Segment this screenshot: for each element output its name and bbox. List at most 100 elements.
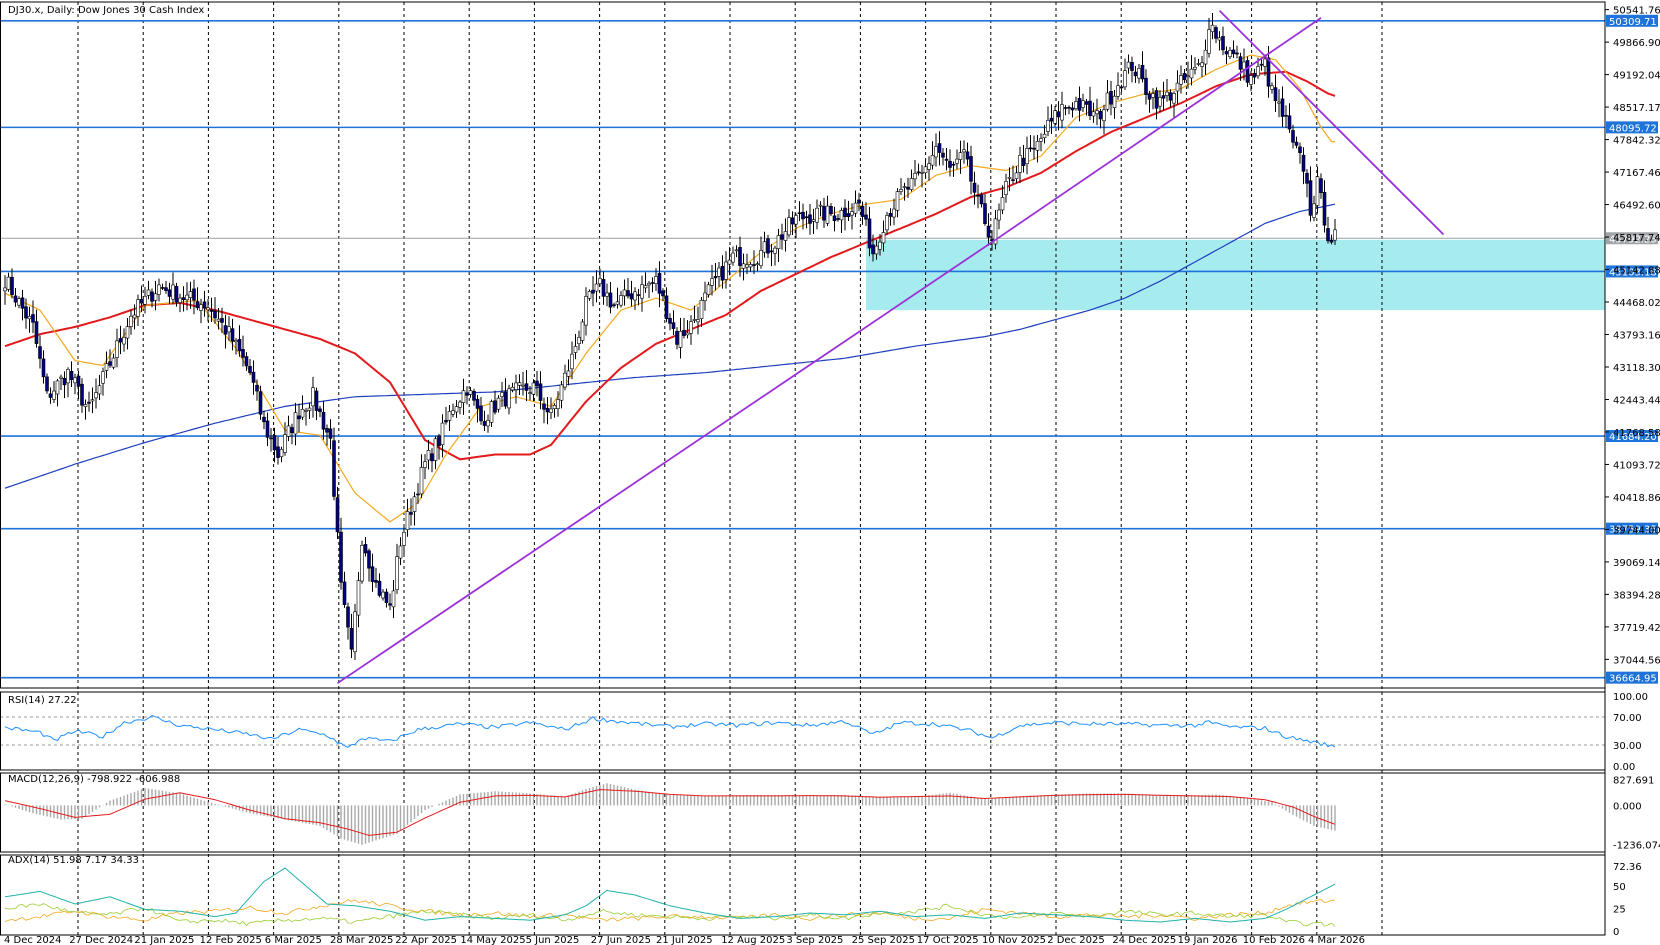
candle-body bbox=[783, 231, 788, 241]
candle-body bbox=[276, 446, 280, 458]
candle-body bbox=[724, 261, 728, 280]
candle-body bbox=[1165, 91, 1169, 96]
candle-body bbox=[930, 155, 935, 166]
y-tick-label: 45142.88 bbox=[1613, 266, 1660, 277]
candle-body bbox=[416, 493, 420, 496]
rsi-tick-label: 100.00 bbox=[1613, 692, 1648, 703]
candle-body bbox=[776, 235, 781, 249]
candle-body bbox=[482, 421, 487, 426]
rsi-tick-label: 70.00 bbox=[1613, 713, 1642, 724]
price-level-tag bbox=[1606, 265, 1658, 278]
candle-body bbox=[937, 143, 942, 153]
candle-body bbox=[370, 566, 375, 582]
candle-body bbox=[535, 380, 539, 387]
candle-body bbox=[580, 321, 585, 341]
candle-body bbox=[10, 277, 14, 295]
adx-tick-label: 25 bbox=[1613, 905, 1626, 916]
candle-body bbox=[906, 186, 910, 190]
candle-body bbox=[542, 403, 546, 410]
candle-body bbox=[867, 218, 872, 249]
candle-body bbox=[409, 512, 413, 515]
candle-body bbox=[255, 384, 259, 392]
candle-body bbox=[1144, 77, 1148, 95]
candle-body bbox=[209, 309, 214, 312]
candle-body bbox=[1102, 109, 1106, 122]
candle-body bbox=[895, 191, 900, 211]
candle-body bbox=[1175, 82, 1180, 92]
candle-body bbox=[1242, 61, 1246, 70]
candle-body bbox=[545, 407, 550, 413]
candle-body bbox=[13, 295, 18, 303]
macd-tick-label: 0.000 bbox=[1613, 801, 1642, 812]
adx-minus-line bbox=[4, 898, 1336, 923]
candle-body bbox=[1074, 101, 1078, 109]
candle-body bbox=[94, 392, 98, 399]
candle-body bbox=[69, 371, 74, 380]
candle-body bbox=[1179, 75, 1183, 85]
candle-body bbox=[902, 186, 907, 188]
candle-body bbox=[346, 606, 350, 628]
candle-body bbox=[892, 208, 896, 218]
candle-body bbox=[489, 401, 494, 423]
candle-body bbox=[402, 531, 406, 546]
candle-body bbox=[923, 166, 928, 174]
price-level-tag bbox=[1606, 121, 1658, 134]
candle-body bbox=[1046, 120, 1050, 132]
candle-body bbox=[269, 437, 273, 440]
candle-body bbox=[157, 284, 161, 295]
candle-body bbox=[1221, 36, 1225, 51]
candle-body bbox=[248, 366, 252, 373]
candle-body bbox=[244, 356, 249, 367]
candle-body bbox=[601, 279, 606, 297]
candle-body bbox=[216, 318, 221, 322]
candle-body bbox=[423, 461, 427, 468]
candle-body bbox=[384, 591, 389, 604]
candle-body bbox=[804, 216, 809, 219]
candle-body bbox=[286, 425, 291, 437]
candle-body bbox=[388, 603, 392, 606]
candle-body bbox=[377, 580, 382, 596]
candle-body bbox=[752, 264, 756, 266]
panel-frame bbox=[0, 772, 1606, 853]
candle-body bbox=[608, 292, 613, 308]
candle-body bbox=[678, 330, 683, 348]
candle-body bbox=[654, 276, 658, 285]
candle-body bbox=[1280, 98, 1285, 117]
candle-body bbox=[486, 419, 490, 427]
candle-body bbox=[636, 294, 641, 296]
candle-body bbox=[1333, 229, 1337, 241]
candle-body bbox=[311, 387, 315, 407]
y-tick-label: 37719.42 bbox=[1613, 623, 1660, 634]
candle-body bbox=[1263, 58, 1267, 67]
candle-body bbox=[1151, 93, 1155, 98]
adx-tick-label: 0 bbox=[1613, 927, 1619, 938]
candle-body bbox=[1305, 172, 1309, 184]
x-tick-label: 4 Mar 2026 bbox=[1308, 935, 1365, 945]
candle-body bbox=[339, 531, 343, 583]
candle-body bbox=[528, 392, 532, 394]
candle-body bbox=[160, 287, 165, 289]
candle-body bbox=[587, 291, 592, 299]
candle-body bbox=[237, 339, 242, 352]
candle-body bbox=[1011, 179, 1015, 181]
candle-body bbox=[668, 317, 672, 324]
candle-body bbox=[181, 297, 186, 301]
candle-body bbox=[689, 321, 693, 334]
candle-body bbox=[864, 214, 868, 220]
ma-mid-line bbox=[4, 70, 1336, 461]
candle-body bbox=[1249, 75, 1253, 85]
candle-body bbox=[20, 297, 25, 309]
candle-body bbox=[1210, 24, 1215, 33]
candle-body bbox=[1081, 100, 1085, 108]
candle-body bbox=[1256, 66, 1260, 77]
candle-body bbox=[27, 316, 32, 320]
candle-body bbox=[983, 203, 987, 224]
trendline bbox=[1218, 10, 1445, 236]
candle-body bbox=[381, 591, 385, 599]
candle-body bbox=[496, 397, 501, 410]
current-price-tag bbox=[1606, 232, 1658, 245]
candle-body bbox=[17, 298, 21, 306]
candle-body bbox=[59, 376, 63, 379]
y-tick-label: 43118.30 bbox=[1613, 363, 1660, 374]
